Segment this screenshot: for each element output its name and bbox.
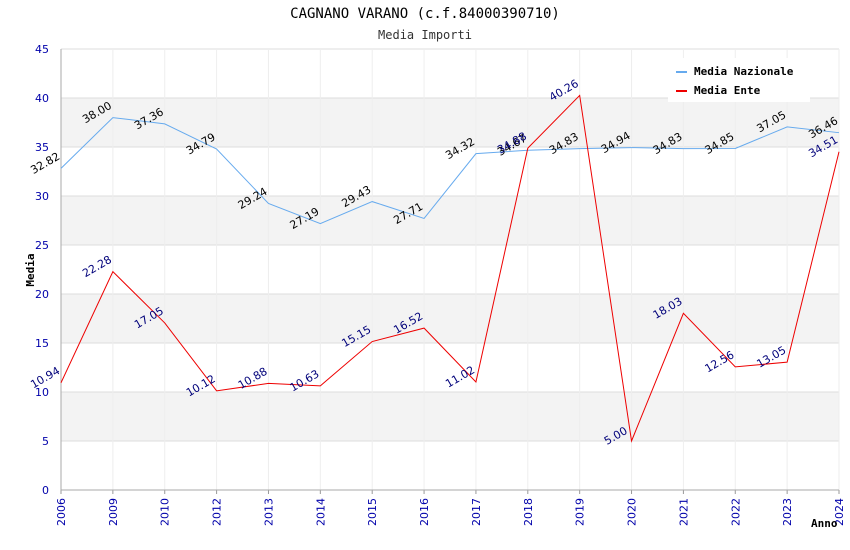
legend-box [668, 58, 810, 102]
series-line-media-nazionale [60, 117, 840, 225]
grid-band [61, 98, 839, 147]
grid [60, 48, 840, 491]
series-line-media-ente [60, 94, 840, 443]
y-tick-label: 45 [35, 43, 49, 56]
y-tick-label: 5 [42, 435, 49, 448]
legend-label-nazionale: Media Nazionale [694, 65, 794, 78]
x-tick-label: 2024 [833, 498, 846, 526]
y-tick-label: 0 [42, 484, 49, 497]
y-tick-label: 35 [35, 141, 49, 154]
series-lines [60, 94, 840, 443]
grid-band [61, 392, 839, 441]
y-tick-label: 20 [35, 288, 49, 301]
background-bands [61, 49, 839, 490]
x-tick-label: 2010 [159, 498, 172, 526]
legend-label-ente: Media Ente [694, 84, 761, 97]
axes: 0 5 10 15 20 25 30 35 40 45 2006 2009 2010 2012 2013 20… [35, 43, 846, 526]
chart-title: CAGNANO VARANO (c.f.84000390710) [290, 6, 560, 22]
grid-band [61, 196, 839, 245]
x-tick-label: 2006 [55, 498, 68, 526]
y-tick-label: 25 [35, 239, 49, 252]
x-tick-label: 2013 [262, 498, 275, 526]
x-tick-label: 2009 [107, 498, 120, 526]
x-axis-title: Anno [811, 517, 838, 530]
x-tick-label: 2022 [729, 498, 742, 526]
legend: Media Nazionale Media Ente [668, 58, 810, 102]
y-tick-label: 10 [35, 386, 49, 399]
x-tick-label: 2019 [574, 498, 587, 526]
y-tick-label: 30 [35, 190, 49, 203]
x-tick-label: 2020 [626, 498, 639, 526]
y-axis-title: Media [24, 253, 37, 286]
x-tick-label: 2017 [470, 498, 483, 526]
x-tick-label: 2021 [677, 498, 690, 526]
y-tick-label: 15 [35, 337, 49, 350]
x-tick-label: 2014 [314, 498, 327, 526]
x-tick-label: 2015 [366, 498, 379, 526]
x-tick-label: 2018 [522, 498, 535, 526]
grid-band [61, 294, 839, 343]
x-tick-label: 2016 [418, 498, 431, 526]
y-tick-label: 40 [35, 92, 49, 105]
x-tick-label: 2023 [781, 498, 794, 526]
x-tick-label: 2012 [211, 498, 224, 526]
chart-subtitle: Media Importi [378, 28, 472, 42]
